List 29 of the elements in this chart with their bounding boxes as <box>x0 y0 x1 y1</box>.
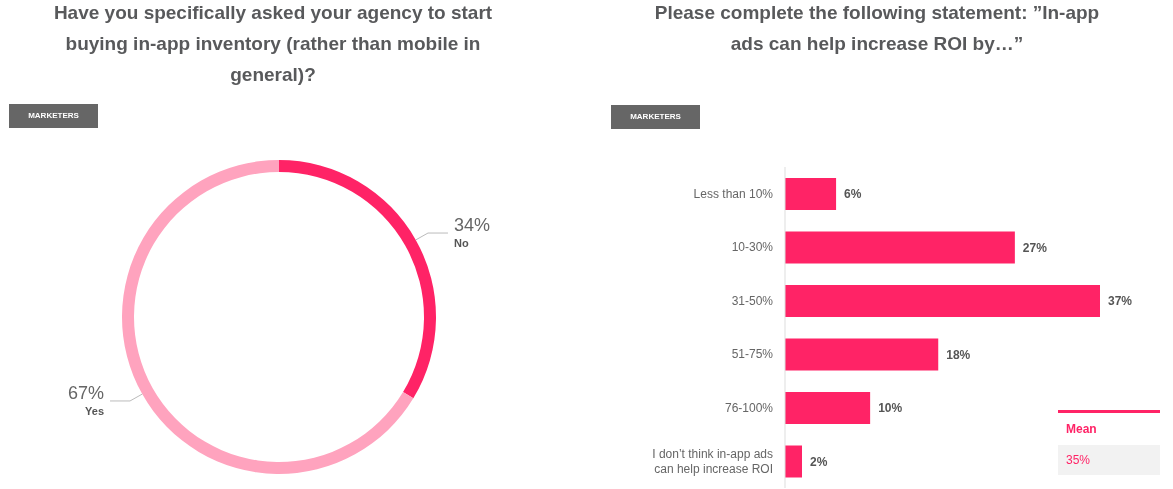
chart-title: Please complete the following statement: ”In-app ads can help increase ROI by…” <box>653 1 1101 56</box>
y-tick-label: 10-30% <box>731 240 774 255</box>
data-label: 67% <box>68 382 105 403</box>
data-label: 6% <box>844 187 862 202</box>
bar <box>785 231 1015 264</box>
bar <box>785 178 837 210</box>
y-tick-label: I don’t think in-app ads can help increase ROI <box>652 446 773 476</box>
bar <box>785 445 803 478</box>
data-label: 37% <box>1108 294 1133 309</box>
data-label: 2% <box>810 454 828 469</box>
text: MARKETERS <box>611 105 700 129</box>
slice-label: Yes <box>85 404 105 417</box>
bar <box>785 285 1100 317</box>
y-tick-label: 31-50% <box>731 293 774 308</box>
donut-slice <box>122 160 414 474</box>
data-label: 10% <box>878 401 903 416</box>
data-label: 18% <box>946 347 971 362</box>
y-tick-label: 51-75% <box>731 347 774 362</box>
donut-slice <box>279 160 436 399</box>
y-tick-label: Less than 10% <box>693 186 774 201</box>
chart-subtitle: MARKETERS <box>9 104 98 128</box>
bar <box>785 338 939 371</box>
annotation: Mean <box>1058 410 1160 445</box>
bar <box>785 392 871 424</box>
data-label: 27% <box>1022 240 1048 255</box>
chart-title: Have you specifically asked your agency to start buying in-app inventory (rather than mobile in general)? <box>52 1 494 87</box>
slice-label: No <box>453 237 469 250</box>
y-tick-label: 76-100% <box>724 400 774 415</box>
data-label: 34% <box>453 215 490 236</box>
